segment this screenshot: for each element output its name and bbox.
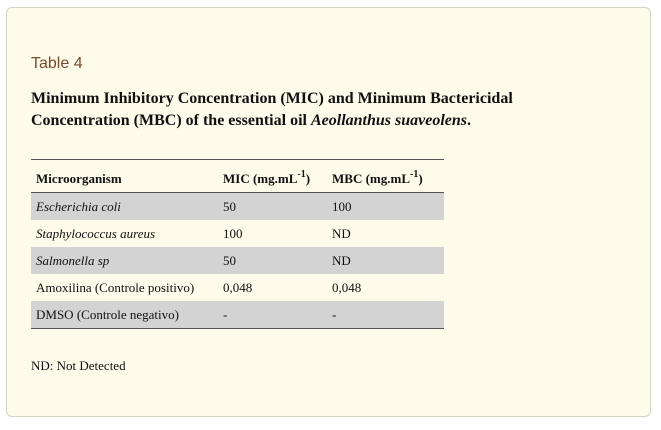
header-mbc-sup: -1 — [410, 168, 419, 180]
caption-suffix: . — [467, 112, 471, 129]
organism-name: Escherichia coli — [36, 198, 121, 214]
header-microorganism: Microorganism — [31, 159, 218, 193]
mic-cell: 0,048 — [223, 279, 253, 295]
mic-cell: 50 — [218, 192, 327, 220]
organism-cell: Salmonella sp — [31, 247, 218, 274]
mic-cell: 100 — [223, 225, 243, 241]
organism-name: Staphylococcus aureus — [36, 225, 156, 241]
header-row: Microorganism MIC (mg.mL-1) MBC (mg.mL-1… — [31, 159, 444, 193]
mbc-cell: - — [327, 301, 444, 329]
table-row: DMSO (Controle negativo) - - — [31, 301, 444, 329]
header-mic-text: MIC (mg.mL — [223, 171, 298, 186]
table-label: Table 4 — [31, 55, 83, 72]
organism-cell: Staphylococcus aureus — [31, 220, 218, 247]
data-table: Microorganism MIC (mg.mL-1) MBC (mg.mL-1… — [31, 159, 444, 329]
header-mbc-text: MBC (mg.mL — [332, 171, 410, 186]
organism-cell: DMSO (Controle negativo) — [31, 301, 218, 329]
mbc-cell: 100 — [327, 192, 444, 220]
header-mic: MIC (mg.mL-1) — [218, 159, 327, 193]
table-row: Amoxilina (Controle positivo) 0,048 0,04… — [31, 274, 444, 301]
table-panel: Table 4 Minimum Inhibitory Concentration… — [6, 7, 651, 417]
caption-species: Aeollanthus suaveolens — [310, 112, 467, 129]
header-mic-end: ) — [305, 171, 311, 186]
mbc-cell: ND — [327, 247, 444, 274]
table-row: Staphylococcus aureus 100 ND — [31, 220, 444, 247]
header-mic-sup: -1 — [297, 168, 306, 180]
table-row: Escherichia coli 50 100 — [31, 192, 444, 220]
mbc-cell: 0,048 — [332, 279, 362, 295]
header-mbc: MBC (mg.mL-1) — [327, 159, 444, 193]
mic-cell: - — [218, 301, 327, 329]
caption-text: Minimum Inhibitory Concentration (MIC) a… — [31, 90, 513, 129]
table-row: Salmonella sp 50 ND — [31, 247, 444, 274]
organism-name: Salmonella sp — [36, 252, 110, 268]
mic-cell: 50 — [218, 247, 327, 274]
table-footnote: ND: Not Detected — [31, 358, 126, 373]
table-caption: Minimum Inhibitory Concentration (MIC) a… — [31, 88, 591, 132]
organism-cell: Escherichia coli — [31, 192, 218, 220]
header-mbc-end: ) — [418, 171, 423, 186]
mbc-cell: ND — [332, 225, 351, 241]
organism-cell: Amoxilina (Controle positivo) — [36, 279, 195, 295]
